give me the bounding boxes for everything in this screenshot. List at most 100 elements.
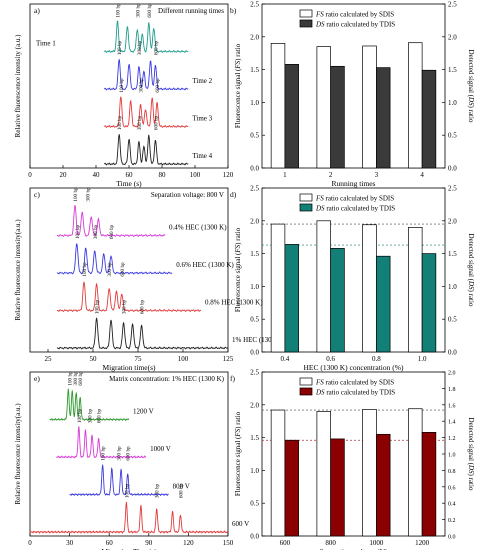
bar-fs	[270, 43, 286, 169]
peak-label: 600 bp	[153, 115, 159, 130]
y-axis-label: Relative fluorescence intensity(a.u.)	[14, 403, 22, 505]
y-tick-label-right: 2.0	[448, 217, 457, 225]
bar-fs	[270, 223, 286, 353]
x-tick-label: 0	[28, 171, 32, 179]
bar-fs	[316, 46, 331, 169]
y-tick-label: 1.0	[250, 99, 259, 107]
series-label: Time 3	[192, 115, 212, 123]
x-tick-label: 1000	[369, 539, 384, 547]
bar-ds	[376, 255, 391, 353]
trace-0-4-hec-1300-k-	[56, 205, 166, 238]
x-tick-label: 0.8	[372, 355, 381, 363]
y-tick-label: 2.5	[250, 185, 259, 193]
x-tick-label: 0.6	[326, 355, 335, 363]
legend-label: FS ratio calculated by SDIS	[315, 379, 394, 387]
y-tick-label: 2.5	[250, 369, 259, 377]
y-tick-label: 0.0	[250, 533, 259, 541]
plot-frame	[261, 3, 446, 169]
series-label: Time 2	[192, 77, 212, 85]
panel-label: a)	[34, 6, 40, 15]
panel-annotation: Different running times	[158, 7, 224, 15]
x-tick-label: 25	[45, 355, 53, 363]
y-tick-label-right: 1.2	[448, 436, 456, 442]
legend-swatch	[299, 193, 313, 202]
y-axis-label-right: Detected signal (DS) ratio	[467, 50, 475, 123]
y-tick-label-right: 1.8	[448, 387, 456, 393]
bar-panel-d: d) 0.0 0.5 1.0 1.5 2.0 2.5 0.0 0.5 1.0 1.5 2.0 2.5 Fl…	[230, 185, 475, 373]
y-tick-label: 1.0	[250, 283, 259, 291]
peak-label: 600 bp	[78, 371, 84, 386]
panel-label: e)	[34, 374, 40, 383]
panel-annotation: Separation voltage: 800 V	[151, 191, 224, 199]
series-label: 1000 V	[150, 445, 171, 453]
panel-annotation: Matrix concentration: 1% HEC (1300 K)	[109, 375, 225, 383]
plot-frame	[261, 187, 446, 353]
x-tick-label: 3	[375, 171, 379, 179]
legend-swatch	[299, 377, 313, 386]
x-tick-label: 600	[280, 539, 291, 547]
series-label: 0.8% HEC (1300 K)	[205, 299, 263, 307]
peak-label: 100 bp	[124, 483, 130, 498]
bar-fs	[362, 409, 377, 537]
x-tick-label: 30	[66, 539, 74, 547]
x-tick-label: 125	[223, 355, 234, 363]
series-label: 1200 V	[133, 408, 154, 416]
peak-label: 100 bp	[117, 115, 123, 130]
bar-ds	[330, 65, 345, 169]
y-axis-label: Relative fluorescence intensity(a.u.)	[14, 219, 22, 321]
peak-label: 600 bp	[109, 224, 115, 239]
trace-time-2	[103, 59, 189, 91]
x-tick-label: 50	[90, 355, 98, 363]
peak-label: 600 bp	[97, 408, 103, 423]
panel-label: d)	[230, 190, 237, 199]
trace-time-3	[103, 96, 189, 129]
y-tick-label: 1.5	[250, 66, 259, 74]
peak-label: 600 bp	[153, 40, 159, 55]
peak-label: 100 bp	[68, 371, 74, 386]
y-tick-label-right: 0.8	[448, 469, 456, 475]
x-tick-label: 90	[145, 539, 153, 547]
electropherogram-panel-c: c) Separation voltage: 800 V 25 50 75 100 125 M…	[14, 187, 285, 372]
peak-label: 300 bp	[87, 408, 93, 423]
y-axis-label: Fluorescence signal (FS) ratio	[234, 43, 242, 128]
bar-fs	[362, 45, 377, 169]
x-tick-label: 0.4	[281, 355, 290, 363]
trace-1000-v	[56, 426, 147, 459]
x-tick-label: 4	[420, 171, 424, 179]
panel-label: b)	[230, 6, 237, 15]
bar-panel-b: b) 0.0 0.5 1.0 1.5 2.0 2.5 0.0 0.5 1.0 1.5 2.0 2.5 Fl…	[230, 1, 475, 189]
x-axis-label: Migration Time(s)	[101, 547, 157, 550]
x-tick-label: 0	[28, 539, 32, 547]
x-tick-label: 800	[325, 539, 336, 547]
legend-label: FS ratio calculated by SDIS	[315, 11, 394, 19]
peak-label: 300 bp	[135, 3, 141, 18]
x-tick-label: 75	[135, 355, 143, 363]
legend-label: DS ratio calculated by TDIS	[315, 21, 395, 29]
y-tick-label-right: 2.5	[448, 185, 457, 193]
bar-ds	[284, 439, 299, 537]
series-label: 600 V	[232, 520, 249, 528]
series-label: Time 4	[192, 152, 212, 160]
bar-ds	[376, 433, 391, 537]
bar-fs	[408, 42, 423, 169]
bar-fs	[316, 220, 331, 353]
x-tick-label: 100	[190, 171, 201, 179]
bar-fs	[270, 409, 286, 537]
y-tick-label-right: 1.0	[448, 283, 457, 291]
peak-label: 100 bp	[119, 78, 125, 93]
peak-label: 100 bp	[101, 446, 107, 461]
x-axis-label: Migration time(s)	[102, 363, 156, 372]
y-tick-label: 0.5	[250, 500, 259, 508]
electropherogram-panel-e: e) Matrix concentration: 1% HEC (1300 K) 0…	[14, 371, 249, 550]
y-tick-label-right: 2.0	[448, 33, 457, 41]
y-axis-label-right: Detected signal (DS) ratio	[467, 234, 475, 307]
series-label: 1% HEC (1300 K)	[232, 336, 285, 344]
bar-ds	[330, 248, 345, 353]
trace-1-hec-1300-k-	[56, 317, 229, 350]
y-tick-label-right: 1.4	[448, 420, 456, 426]
x-tick-label: 2	[329, 171, 333, 179]
series-label: Time 1	[36, 40, 56, 48]
x-tick-label: 150	[223, 539, 234, 547]
y-tick-label-right: 0.5	[448, 316, 457, 324]
trace-time-1	[103, 20, 189, 54]
